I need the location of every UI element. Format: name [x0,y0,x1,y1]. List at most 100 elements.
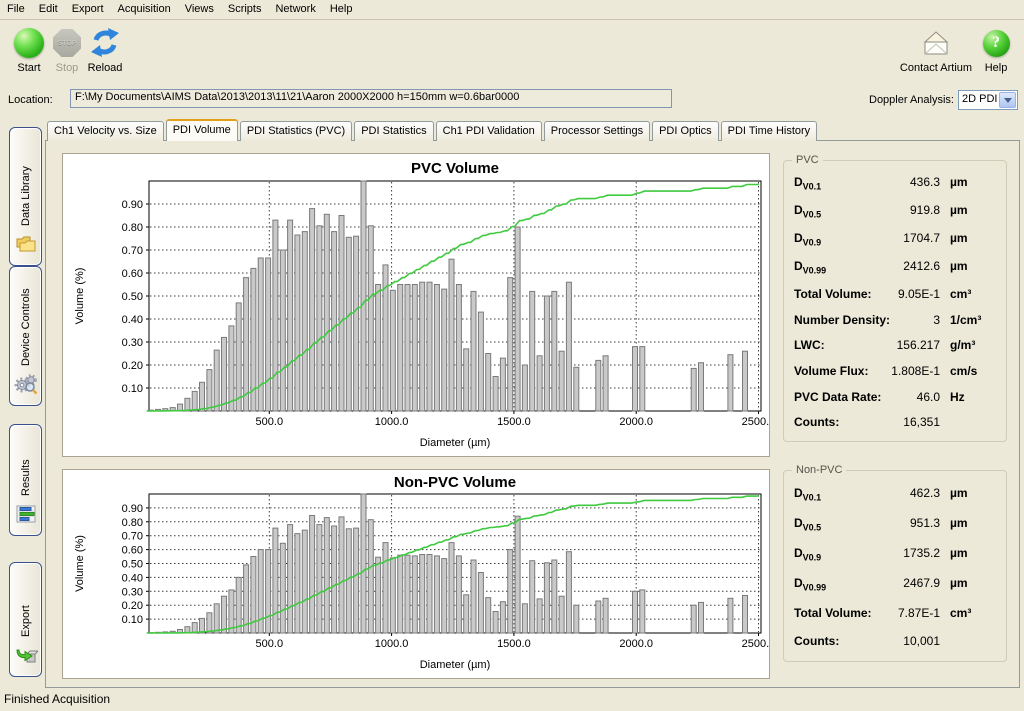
sidebar-item-data-library[interactable]: Data Library [9,127,42,266]
stat-unit: µm [940,231,998,245]
svg-text:2000.0: 2000.0 [619,638,653,650]
start-icon [14,28,44,58]
stat-label: DV0.99 [794,259,826,275]
stat-row-total-volume: Total Volume:7.87E-1cm³ [794,606,998,620]
menu-item-help[interactable]: Help [323,1,360,18]
menu-bar: FileEditExportAcquisitionViewsScriptsNet… [0,0,1024,20]
reload-button[interactable]: Reload [84,27,126,74]
stat-label: DV0.5 [794,203,821,219]
pvc-stats-rows: DV0.1436.3µmDV0.5919.8µmDV0.91704.7µmDV0… [794,169,998,435]
menu-item-export[interactable]: Export [65,1,111,18]
tab-processor-settings[interactable]: Processor Settings [544,121,650,141]
svg-text:2000.0: 2000.0 [619,416,653,428]
pvc-volume-chart: 0.100.200.300.400.500.600.700.800.90500.… [62,153,770,457]
menu-item-acquisition[interactable]: Acquisition [111,1,178,18]
stat-row-d-v0-5: DV0.5919.8µm [794,203,998,219]
stat-row-d-v0-99: DV0.992412.6µm [794,259,998,275]
stat-value: 156.217 [825,338,940,352]
x-axis-label: Diameter (µm) [420,437,491,449]
sidebar-item-device-controls[interactable]: Device Controls [9,266,42,406]
svg-text:0.30: 0.30 [122,337,143,349]
menu-item-edit[interactable]: Edit [32,1,65,18]
stat-value: 7.87E-1 [872,606,940,620]
stat-unit: cm/s [940,364,998,378]
tab-pdi-volume[interactable]: PDI Volume [166,119,238,141]
chart-canvas: 0.100.200.300.400.500.600.700.800.90500.… [63,154,769,456]
stat-label: DV0.5 [794,516,821,532]
tab-pdi-optics[interactable]: PDI Optics [652,121,719,141]
folders-icon [14,232,38,261]
bar-chart-icon [14,502,38,531]
svg-text:0.40: 0.40 [122,314,143,326]
stat-unit: µm [940,486,998,500]
stat-value: 46.0 [881,390,940,404]
stat-row-number-density: Number Density:31/cm³ [794,313,998,327]
stat-value: 3 [890,313,940,327]
stat-unit: 1/cm³ [940,313,998,327]
svg-text:0.20: 0.20 [122,600,143,612]
stat-label: Total Volume: [794,287,872,301]
stat-value: 16,351 [839,415,940,429]
svg-text:500.0: 500.0 [256,416,284,428]
tab-pdi-statistics-pvc[interactable]: PDI Statistics (PVC) [240,121,352,141]
pvc-stats-groupbox: PVC DV0.1436.3µmDV0.5919.8µmDV0.91704.7µ… [783,160,1007,442]
start-button[interactable]: Start [8,27,50,74]
stat-row-d-v0-99: DV0.992467.9µm [794,576,998,592]
stat-unit: cm³ [940,287,998,301]
stat-label: PVC Data Rate: [794,390,881,404]
menu-item-file[interactable]: File [0,1,32,18]
pvc-groupbox-title: PVC [792,154,823,166]
stat-unit: cm³ [940,606,998,620]
svg-text:0.50: 0.50 [122,291,143,303]
stat-value: 10,001 [839,634,940,648]
stat-value: 1735.2 [821,546,940,560]
menu-item-views[interactable]: Views [178,1,221,18]
stat-row-volume-flux: Volume Flux:1.808E-1cm/s [794,364,998,378]
menu-item-scripts[interactable]: Scripts [221,1,269,18]
tab-pdi-statistics[interactable]: PDI Statistics [354,121,433,141]
chart-canvas: 0.100.200.300.400.500.600.700.800.90500.… [63,470,769,678]
tab-pdi-time-history[interactable]: PDI Time History [721,121,818,141]
sidebar-item-results[interactable]: Results [9,424,42,536]
doppler-analysis-select[interactable]: 2D PDI [958,90,1018,110]
doppler-analysis-label: Doppler Analysis: [856,94,954,106]
envelope-icon [920,30,952,56]
stat-unit: g/m³ [940,338,998,352]
sidebar-item-label: Device Controls [20,267,32,366]
svg-text:2500.0: 2500.0 [742,638,769,650]
stat-label: Counts: [794,415,839,429]
y-axis-label: Volume (%) [74,268,86,325]
svg-text:500.0: 500.0 [256,638,284,650]
svg-text:0.60: 0.60 [122,268,143,280]
stat-row-d-v0-9: DV0.91735.2µm [794,546,998,562]
export-icon [14,643,38,672]
stat-label: DV0.9 [794,231,821,247]
contact-artium-button[interactable]: Contact Artium [894,27,978,74]
svg-text:0.10: 0.10 [122,383,143,395]
reload-button-label: Reload [84,62,126,74]
stat-unit: µm [940,576,998,590]
help-button[interactable]: ? Help [978,27,1014,74]
x-axis-label: Diameter (µm) [420,659,491,671]
svg-text:0.80: 0.80 [122,222,143,234]
stat-label: DV0.1 [794,175,821,191]
combo-dropdown-button[interactable] [999,92,1016,108]
tab-ch1-pdi-validation[interactable]: Ch1 PDI Validation [436,121,542,141]
location-field[interactable]: F:\My Documents\AIMS Data\2013\2013\11\2… [70,89,672,108]
tab-bar: Ch1 Velocity vs. SizePDI VolumePDI Stati… [47,121,819,141]
sidebar-item-label: Data Library [20,128,32,226]
svg-text:2500.0: 2500.0 [742,416,769,428]
menu-item-network[interactable]: Network [268,1,322,18]
non-pvc-stats-groupbox: Non-PVC DV0.1462.3µmDV0.5951.3µmDV0.9173… [783,470,1007,662]
stat-value: 1.808E-1 [868,364,940,378]
stat-row-total-volume: Total Volume:9.05E-1cm³ [794,287,998,301]
svg-text:0.60: 0.60 [122,545,143,557]
sidebar-item-export[interactable]: Export [9,562,42,677]
svg-text:0.10: 0.10 [122,614,143,626]
stat-unit: µm [940,203,998,217]
tab-ch1-velocity-vs-size[interactable]: Ch1 Velocity vs. Size [47,121,164,141]
stat-row-d-v0-1: DV0.1462.3µm [794,486,998,502]
stat-value: 462.3 [821,486,940,500]
stat-label: Volume Flux: [794,364,868,378]
stat-value: 2412.6 [826,259,940,273]
